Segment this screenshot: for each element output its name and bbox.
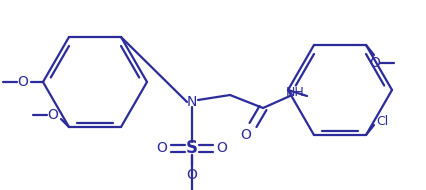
Text: O: O bbox=[47, 108, 58, 122]
Text: N: N bbox=[187, 95, 197, 109]
Text: O: O bbox=[368, 56, 380, 70]
Text: O: O bbox=[156, 141, 167, 155]
Text: O: O bbox=[17, 75, 29, 89]
Text: O: O bbox=[240, 128, 251, 142]
Text: O: O bbox=[186, 168, 197, 182]
Text: S: S bbox=[186, 139, 198, 157]
Text: NH: NH bbox=[285, 86, 304, 100]
Text: Cl: Cl bbox=[375, 115, 387, 127]
Text: O: O bbox=[216, 141, 227, 155]
